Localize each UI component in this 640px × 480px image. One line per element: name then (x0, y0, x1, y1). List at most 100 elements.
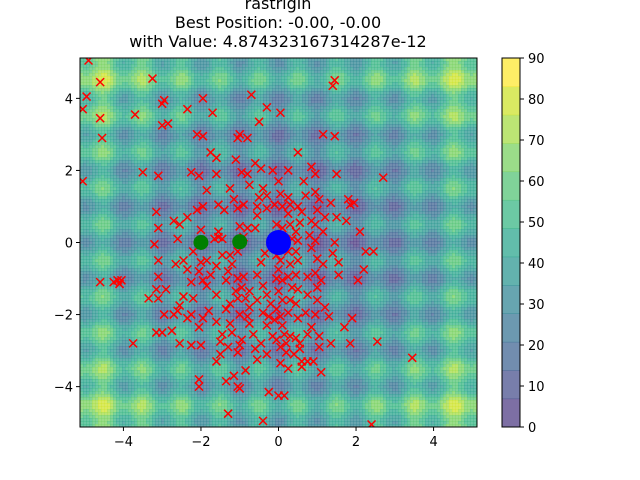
contour-cell (182, 385, 186, 389)
contour-cell (197, 274, 201, 278)
contour-cell (107, 328, 111, 332)
contour-cell (152, 112, 156, 116)
contour-cell (104, 121, 108, 125)
contour-cell (83, 163, 87, 167)
contour-cell (86, 355, 90, 359)
contour-cell (83, 313, 87, 317)
contour-cell (182, 424, 186, 427)
contour-cell (119, 367, 123, 371)
contour-cell (98, 157, 102, 161)
contour-cell (92, 88, 96, 92)
contour-cell (80, 130, 84, 134)
contour-cell (101, 313, 105, 317)
contour-cell (107, 88, 111, 92)
contour-cell (185, 73, 189, 77)
contour-cell (191, 265, 195, 269)
contour-cell (80, 349, 84, 353)
contour-cell (191, 244, 195, 248)
contour-cell (140, 322, 144, 326)
contour-cell (176, 322, 180, 326)
contour-cell (149, 253, 153, 257)
contour-cell (131, 295, 135, 299)
contour-cell (155, 139, 159, 143)
contour-cell (143, 319, 147, 323)
contour-cell (167, 103, 171, 107)
contour-cell (173, 67, 177, 71)
contour-cell (164, 205, 168, 209)
contour-cell (104, 409, 108, 413)
contour-cell (122, 187, 126, 191)
contour-cell (158, 109, 162, 113)
contour-cell (194, 211, 198, 215)
contour-cell (173, 292, 177, 296)
contour-cell (149, 154, 153, 158)
contour-cell (152, 343, 156, 347)
contour-cell (125, 340, 129, 344)
contour-cell (83, 82, 87, 86)
contour-cell (116, 181, 120, 185)
contour-cell (80, 64, 84, 68)
contour-cell (134, 130, 138, 134)
contour-cell (191, 229, 195, 233)
contour-cell (116, 397, 120, 401)
contour-cell (173, 367, 177, 371)
contour-cell (125, 328, 129, 332)
contour-cell (161, 337, 165, 341)
contour-cell (149, 289, 153, 293)
contour-cell (110, 76, 114, 80)
contour-cell (125, 379, 129, 383)
contour-cell (116, 358, 120, 362)
contour-cell (188, 391, 192, 395)
contour-cell (98, 373, 102, 377)
contour-cell (98, 199, 102, 203)
contour-cell (194, 142, 198, 146)
contour-cell (140, 190, 144, 194)
contour-cell (80, 223, 84, 227)
contour-cell (161, 334, 165, 338)
contour-cell (146, 190, 150, 194)
contour-cell (185, 388, 189, 392)
contour-cell (92, 211, 96, 215)
contour-cell (119, 127, 123, 131)
contour-cell (86, 100, 90, 104)
contour-cell (137, 397, 141, 401)
contour-cell (140, 229, 144, 233)
contour-cell (164, 238, 168, 242)
contour-cell (146, 409, 150, 413)
contour-cell (89, 424, 93, 427)
contour-cell (125, 88, 129, 92)
contour-cell (173, 250, 177, 254)
contour-cell (128, 394, 132, 398)
contour-cell (110, 238, 114, 242)
contour-cell (170, 394, 174, 398)
contour-cell (95, 424, 99, 427)
contour-cell (200, 103, 204, 107)
contour-cell (128, 223, 132, 227)
contour-cell (104, 229, 108, 233)
contour-cell (194, 160, 198, 164)
contour-cell (197, 148, 201, 152)
contour-cell (116, 403, 120, 407)
contour-cell (170, 364, 174, 368)
contour-cell (116, 394, 120, 398)
contour-cell (98, 241, 102, 245)
contour-cell (191, 421, 195, 425)
contour-cell (92, 268, 96, 272)
contour-cell (143, 202, 147, 206)
contour-cell (113, 349, 117, 353)
contour-cell (164, 268, 168, 272)
contour-cell (152, 340, 156, 344)
contour-cell (149, 181, 153, 185)
contour-cell (107, 340, 111, 344)
contour-cell (80, 238, 84, 242)
contour-cell (131, 352, 135, 356)
contour-cell (134, 286, 138, 290)
contour-cell (197, 220, 201, 224)
contour-cell (173, 178, 177, 182)
contour-cell (152, 106, 156, 110)
contour-cell (170, 133, 174, 137)
contour-cell (191, 373, 195, 377)
contour-cell (179, 175, 183, 179)
contour-cell (80, 262, 84, 266)
contour-cell (83, 298, 87, 302)
